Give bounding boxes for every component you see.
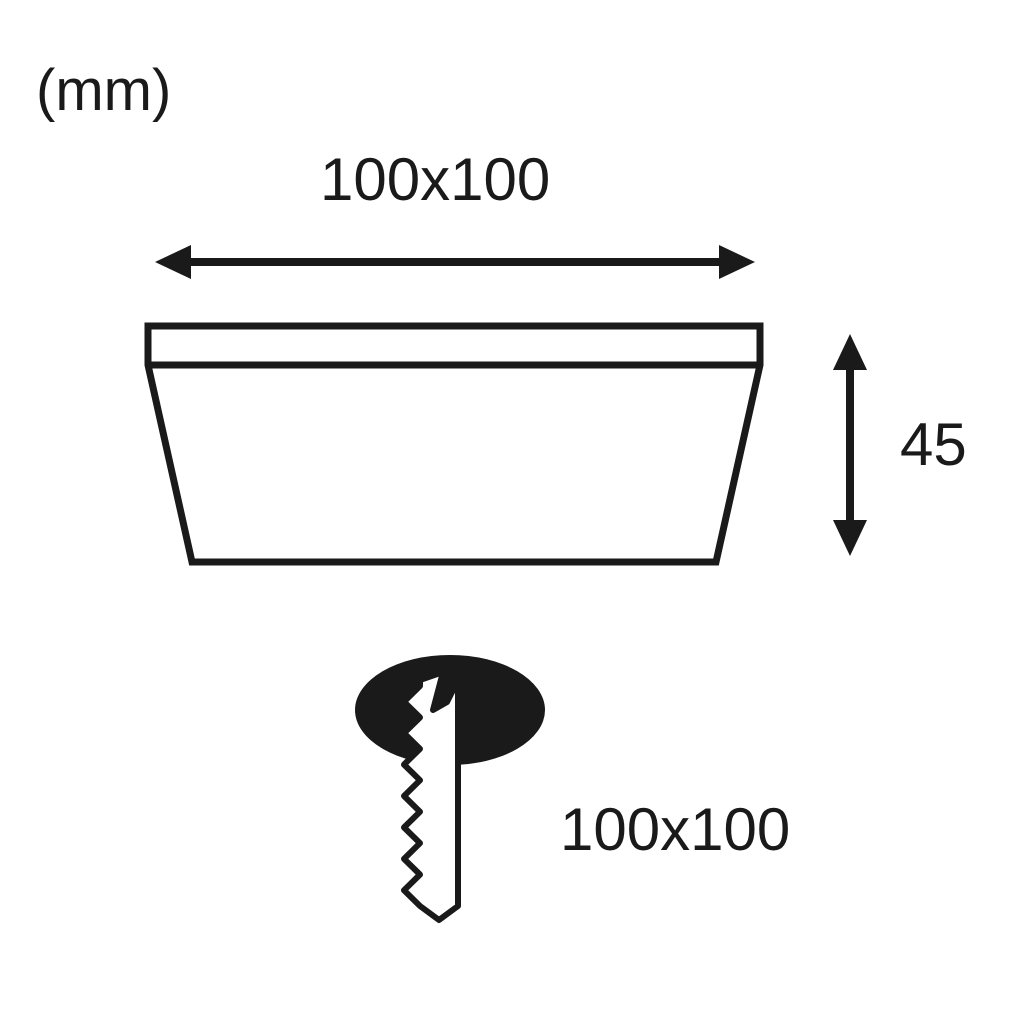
height-arrow-head-bottom bbox=[833, 520, 867, 556]
unit-label: (mm) bbox=[36, 58, 171, 123]
jigsaw-blade-icon bbox=[404, 672, 458, 920]
dimension-diagram: (mm) 100x100 45 100x100 bbox=[0, 0, 1024, 1024]
height-arrow-head-top bbox=[833, 334, 867, 370]
height-dim-label: 45 bbox=[900, 411, 967, 478]
product-outline bbox=[148, 326, 760, 562]
width-arrow-head-left bbox=[155, 245, 191, 279]
cutout-dim-label: 100x100 bbox=[560, 796, 790, 863]
width-dim-label: 100x100 bbox=[320, 146, 550, 213]
width-arrow-head-right bbox=[719, 245, 755, 279]
